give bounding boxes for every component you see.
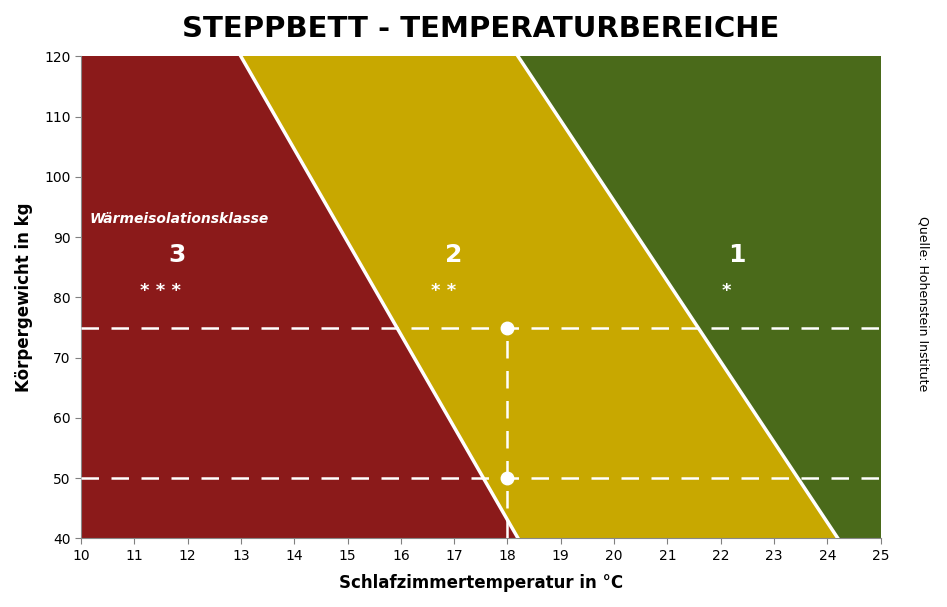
Title: STEPPBETT - TEMPERATURBEREICHE: STEPPBETT - TEMPERATURBEREICHE [182, 15, 779, 43]
Text: 2: 2 [445, 243, 463, 267]
Polygon shape [518, 56, 881, 538]
Y-axis label: Körpergewicht in kg: Körpergewicht in kg [15, 203, 33, 392]
Polygon shape [241, 56, 838, 538]
Text: * *: * * [431, 282, 456, 300]
Text: 1: 1 [728, 243, 745, 267]
Polygon shape [81, 56, 518, 538]
Text: 3: 3 [169, 243, 186, 267]
Text: Wärmeisolationsklasse: Wärmeisolationsklasse [89, 212, 268, 226]
Text: Quelle: Hohenstein Institute: Quelle: Hohenstein Institute [917, 216, 930, 391]
Text: * * *: * * * [140, 282, 182, 300]
X-axis label: Schlafzimmertemperatur in °C: Schlafzimmertemperatur in °C [339, 574, 623, 592]
Text: *: * [722, 282, 731, 300]
